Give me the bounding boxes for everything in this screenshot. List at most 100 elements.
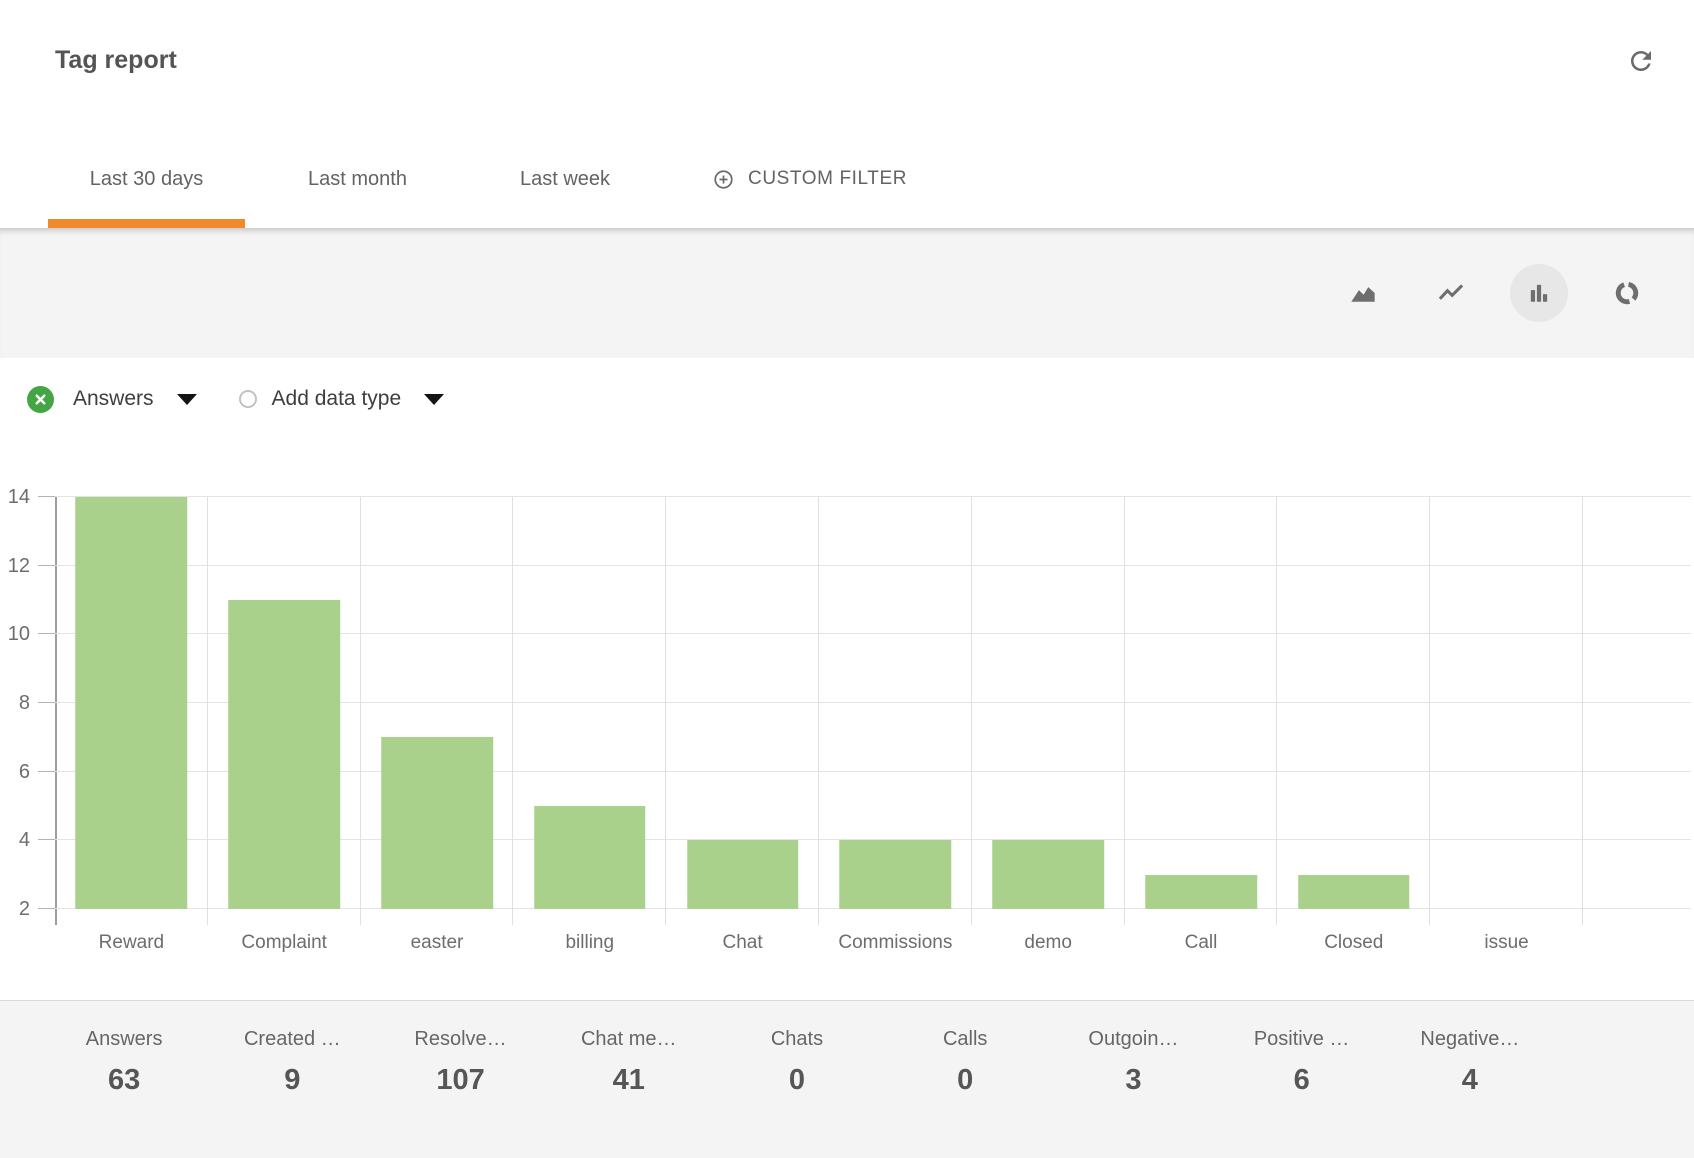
stat-tile[interactable]: Outgoin… 3 (1049, 1028, 1217, 1158)
area-chart-button[interactable] (1334, 264, 1392, 322)
chart-slot (1125, 497, 1278, 925)
v-gridline (817, 497, 819, 925)
tab-label: Last 30 days (89, 167, 204, 190)
bar-chart-icon (1525, 279, 1553, 307)
x-tick-label: Call (1184, 932, 1218, 953)
bar-Chat[interactable] (686, 840, 799, 909)
chevron-down-icon (424, 393, 445, 405)
chart-plot: 2 4 6 8 10 12 14 (8, 487, 1691, 925)
chart-slot (1430, 497, 1583, 925)
date-range-tabs: Last 30 days Last month Last week CUSTOM… (0, 130, 1694, 228)
stat-tile[interactable]: Chat me… 41 (545, 1028, 713, 1158)
stat-tile[interactable]: Resolve… 107 (376, 1028, 544, 1158)
x-tick-label: Complaint (241, 932, 327, 953)
y-tick-mark (38, 839, 55, 841)
y-tick-mark (38, 496, 55, 497)
chart-type-toolbar (0, 228, 1694, 358)
bar-billing[interactable] (534, 806, 646, 909)
bar-Closed[interactable] (1298, 874, 1410, 909)
chart-slot (666, 497, 819, 925)
tab-label: Last month (308, 167, 407, 190)
add-data-type-label: Add data type (271, 387, 402, 410)
bar-easter[interactable] (381, 737, 493, 909)
refresh-button[interactable] (1622, 42, 1660, 80)
stats-row: Answers 63 Created … 9 Resolve… 107 Chat me… 41… (0, 1000, 1694, 1158)
stat-tile[interactable]: Created … 9 (208, 1028, 376, 1158)
tab-last-month[interactable]: Last month (245, 130, 470, 228)
chart-slot (819, 497, 972, 925)
v-gridline (512, 497, 514, 925)
add-data-type-radio[interactable] (238, 390, 257, 408)
x-tick-label: issue (1484, 932, 1529, 953)
donut-chart-button[interactable] (1598, 264, 1656, 322)
header: Tag report (0, 0, 1694, 130)
stat-value: 107 (436, 1064, 485, 1096)
y-tick-label: 14 (7, 486, 30, 508)
stat-tile[interactable]: Chats 0 (713, 1028, 881, 1158)
v-gridline (206, 497, 208, 925)
y-tick-mark (38, 633, 55, 635)
chart-slot (513, 497, 667, 925)
chart-bars (55, 497, 1583, 925)
stat-value: 0 (788, 1064, 806, 1096)
chart-slot (972, 497, 1125, 925)
refresh-icon (1626, 46, 1656, 76)
stat-value: 41 (612, 1064, 645, 1096)
stat-tile[interactable]: Negative… 4 (1386, 1028, 1554, 1158)
bar-demo[interactable] (992, 840, 1104, 909)
donut-chart-icon (1613, 279, 1641, 307)
line-chart-button[interactable] (1422, 264, 1480, 322)
bar-Commissions[interactable] (839, 840, 952, 909)
plus-circle-icon (712, 168, 735, 191)
x-tick-label: easter (410, 932, 464, 953)
add-data-type-dropdown[interactable]: Add data type (257, 387, 445, 411)
x-tick-label: Commissions (838, 932, 953, 953)
chart-slot (55, 497, 208, 925)
tab-last-30-days[interactable]: Last 30 days (48, 130, 245, 228)
stat-tile[interactable]: Calls 0 (881, 1028, 1049, 1158)
stat-label: Chat me… (580, 1028, 677, 1050)
tab-last-week[interactable]: Last week (470, 130, 660, 228)
y-axis-line (55, 497, 57, 925)
remove-series-button[interactable] (27, 385, 54, 413)
v-gridline (1276, 497, 1278, 925)
y-tick-label: 2 (18, 898, 30, 920)
y-tick-label: 12 (7, 554, 30, 577)
stat-value: 6 (1293, 1064, 1310, 1096)
chart-slot (208, 497, 361, 925)
v-gridline (1581, 497, 1583, 925)
y-tick-label: 8 (18, 692, 30, 714)
stat-tile[interactable]: Positive … 6 (1218, 1028, 1386, 1158)
bar-chart-button[interactable] (1510, 264, 1568, 322)
v-gridline (359, 497, 361, 925)
v-gridline (665, 497, 667, 925)
stat-tile[interactable]: Answers 63 (40, 1028, 208, 1158)
series-dropdown[interactable]: Answers (54, 387, 197, 411)
x-tick-label: Closed (1324, 932, 1384, 953)
stat-label: Positive … (1253, 1028, 1350, 1050)
custom-filter-button[interactable]: CUSTOM FILTER (712, 130, 907, 228)
chevron-down-icon (176, 393, 197, 405)
line-chart-icon (1437, 279, 1465, 307)
stat-value: 0 (957, 1064, 974, 1096)
stat-value: 3 (1125, 1064, 1142, 1096)
chart-slot (361, 497, 514, 925)
h-gridline (55, 564, 1691, 566)
x-tick-label: billing (565, 932, 615, 953)
bar-chart: 2 4 6 8 10 12 14 Reward Complaint easter billing C… (0, 440, 1694, 1000)
stat-label: Negative… (1420, 1028, 1520, 1050)
stat-label: Outgoin… (1088, 1028, 1179, 1050)
series-dropdown-label: Answers (73, 387, 154, 410)
chart-slot (1277, 497, 1431, 925)
bar-Complaint[interactable] (228, 600, 340, 909)
stat-label: Chats (770, 1028, 824, 1050)
stat-label: Resolve… (414, 1028, 507, 1050)
h-gridline (55, 770, 1691, 772)
stat-value: 63 (107, 1064, 141, 1096)
v-gridline (970, 497, 972, 925)
bar-Call[interactable] (1145, 874, 1257, 909)
page-title: Tag report (55, 46, 177, 74)
bar-Reward[interactable] (75, 497, 188, 909)
v-gridline (1429, 497, 1431, 925)
